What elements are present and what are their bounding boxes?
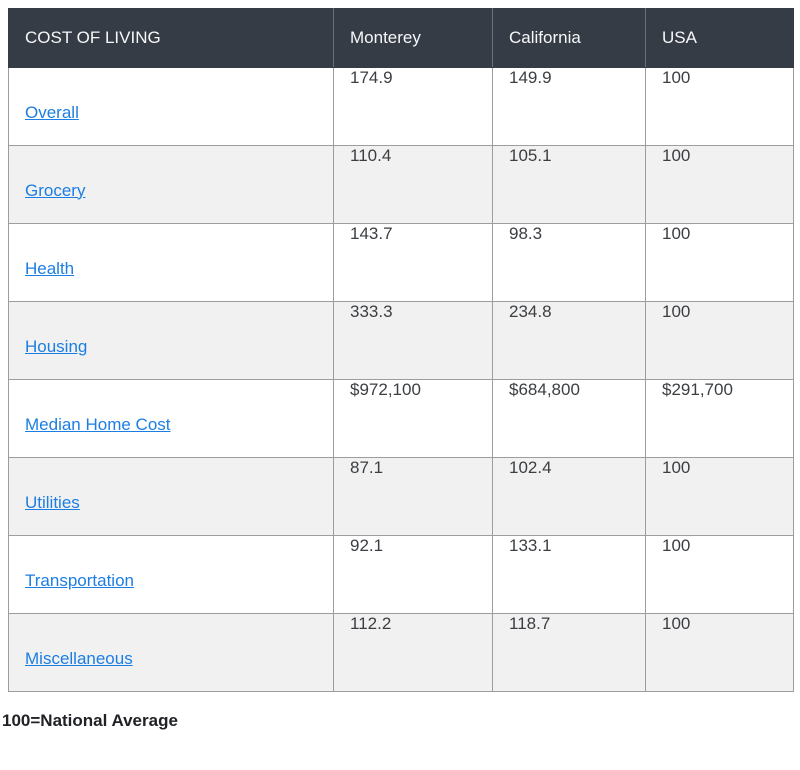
header-row: COST OF LIVING Monterey California USA (8, 8, 794, 68)
column-header-usa: USA (645, 8, 794, 68)
table-row-transportation: Transportation 92.1 133.1 100 (8, 535, 794, 614)
usa-value-cell: 100 (645, 145, 794, 224)
california-value-cell: 118.7 (492, 613, 646, 692)
california-value-cell: $684,800 (492, 379, 646, 458)
california-value-cell: 105.1 (492, 145, 646, 224)
monterey-value-cell: 92.1 (333, 535, 493, 614)
usa-value-cell: 100 (645, 457, 794, 536)
usa-value-cell: 100 (645, 613, 794, 692)
column-header-cost-of-living: COST OF LIVING (8, 8, 334, 68)
usa-value-cell: 100 (645, 301, 794, 380)
usa-value-cell: 100 (645, 67, 794, 146)
row-label-cell: Overall (8, 67, 334, 146)
california-value-cell: 98.3 (492, 223, 646, 302)
table-row-utilities: Utilities 87.1 102.4 100 (8, 457, 794, 536)
usa-value-cell: $291,700 (645, 379, 794, 458)
monterey-value-cell: $972,100 (333, 379, 493, 458)
california-value-cell: 133.1 (492, 535, 646, 614)
row-label-cell: Median Home Cost (8, 379, 334, 458)
row-label-cell: Health (8, 223, 334, 302)
column-header-monterey: Monterey (333, 8, 493, 68)
national-average-footnote: 100=National Average (2, 711, 178, 730)
table-row-housing: Housing 333.3 234.8 100 (8, 301, 794, 380)
table-row-miscellaneous: Miscellaneous 112.2 118.7 100 (8, 613, 794, 692)
table-body: Overall 174.9 149.9 100 Grocery 110.4 10… (8, 67, 794, 692)
monterey-value-cell: 110.4 (333, 145, 493, 224)
table-row-median-home-cost: Median Home Cost $972,100 $684,800 $291,… (8, 379, 794, 458)
monterey-value-cell: 143.7 (333, 223, 493, 302)
table-row-grocery: Grocery 110.4 105.1 100 (8, 145, 794, 224)
health-link[interactable]: Health (25, 258, 75, 278)
row-label-cell: Transportation (8, 535, 334, 614)
row-label-cell: Grocery (8, 145, 334, 224)
table-row-health: Health 143.7 98.3 100 (8, 223, 794, 302)
row-label-cell: Utilities (8, 457, 334, 536)
median-home-cost-link[interactable]: Median Home Cost (25, 414, 171, 434)
column-header-california: California (492, 8, 646, 68)
overall-link[interactable]: Overall (25, 102, 79, 122)
cost-of-living-table: COST OF LIVING Monterey California USA O… (8, 8, 794, 692)
grocery-link[interactable]: Grocery (25, 180, 86, 200)
transportation-link[interactable]: Transportation (25, 570, 134, 590)
monterey-value-cell: 112.2 (333, 613, 493, 692)
table-header: COST OF LIVING Monterey California USA (8, 8, 794, 68)
usa-value-cell: 100 (645, 223, 794, 302)
monterey-value-cell: 174.9 (333, 67, 493, 146)
row-label-cell: Miscellaneous (8, 613, 334, 692)
monterey-value-cell: 87.1 (333, 457, 493, 536)
table-row-overall: Overall 174.9 149.9 100 (8, 67, 794, 146)
miscellaneous-link[interactable]: Miscellaneous (25, 648, 133, 668)
housing-link[interactable]: Housing (25, 336, 88, 356)
california-value-cell: 149.9 (492, 67, 646, 146)
california-value-cell: 102.4 (492, 457, 646, 536)
usa-value-cell: 100 (645, 535, 794, 614)
california-value-cell: 234.8 (492, 301, 646, 380)
row-label-cell: Housing (8, 301, 334, 380)
monterey-value-cell: 333.3 (333, 301, 493, 380)
utilities-link[interactable]: Utilities (25, 492, 80, 512)
